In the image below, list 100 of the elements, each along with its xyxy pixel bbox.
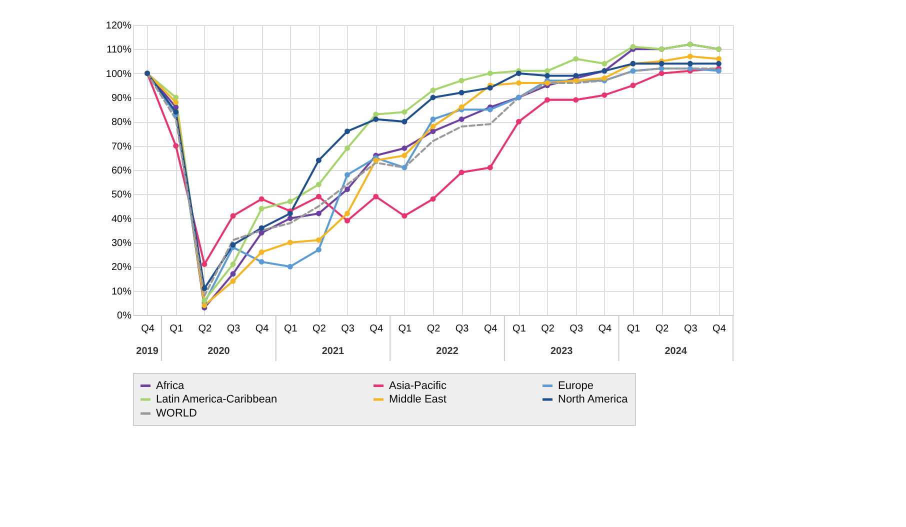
point [430,94,436,100]
point [430,124,436,130]
point [630,68,636,74]
point [258,249,264,255]
point [316,210,322,216]
x-tick-label: Q1 [170,324,184,334]
point [544,97,550,103]
point [173,104,179,110]
x-tick-label: Q3 [226,324,241,334]
x-tick-label: Q4 [484,324,498,334]
legend-label: Middle East [389,394,446,406]
point [658,60,664,66]
y-tick-label: 90% [111,93,132,104]
x-tick-label: Q3 [455,324,470,334]
point [344,186,350,192]
point [316,237,322,243]
point [687,54,693,60]
point [516,70,522,76]
point [516,118,522,124]
point [716,56,722,62]
x-tick-label: Q3 [341,324,355,334]
x-tick-label: Q4 [370,324,384,334]
point [573,97,579,103]
point [402,146,408,151]
point [402,152,408,158]
y-tick-label: 50% [111,190,132,201]
point [258,206,264,212]
x-tick-label: Q2 [198,324,212,334]
point [487,164,493,170]
point [316,194,322,200]
point [687,66,693,72]
point [573,56,579,62]
point [516,80,522,86]
text: 2022 [436,346,459,357]
x-tick-label: Q2 [426,324,441,334]
point [402,109,408,115]
point [430,196,436,202]
point [487,106,493,112]
y-tick-label: 40% [111,214,132,225]
point [544,73,550,78]
point [173,100,179,106]
point [344,210,350,216]
x-tick-label: Q2 [655,324,670,334]
x-tick-label: Q3 [684,324,698,334]
point [602,75,608,81]
legend-label: Africa [156,380,185,392]
legend-label: North America [558,394,629,406]
point [402,164,408,170]
text: 2024 [664,346,688,357]
point [287,210,293,216]
point [373,116,379,122]
point [487,70,493,76]
y-tick-label: 60% [111,166,132,176]
point [430,116,436,122]
legend-label: Latin America-Caribbean [156,394,278,406]
y-tick-label: 80% [111,117,132,128]
point [458,170,464,176]
point [716,60,722,66]
x-tick-label: Q4 [255,324,270,334]
x-tick-label: Q1 [626,324,641,334]
point [344,172,350,178]
point [287,216,293,222]
point [458,78,464,84]
point [373,112,379,118]
text: 2019 [136,346,159,357]
legend-label: WORLD [156,408,197,420]
x-tick-label: Q4 [712,324,726,334]
point [316,182,322,188]
point [373,194,379,200]
point [458,90,464,96]
point [344,218,350,224]
point [658,70,664,76]
point [173,109,179,115]
x-tick-label: Q4 [598,324,612,334]
point [202,262,208,267]
point [230,278,236,284]
point [202,298,208,304]
point [173,143,179,149]
point [344,146,350,151]
x-tick-label: Q1 [512,324,526,334]
point [630,44,636,50]
x-tick-label: Q2 [541,324,555,334]
point [344,128,350,134]
point [458,104,464,110]
point [287,264,293,270]
y-tick-label: 30% [111,238,132,249]
point [602,92,608,98]
point [230,262,236,267]
point [316,158,322,164]
text: 2023 [550,346,574,357]
y-tick-label: 10% [111,286,132,298]
x-tick-label: Q4 [141,324,155,334]
point [544,68,550,74]
y-tick-label: 0% [117,310,132,322]
point [402,213,408,219]
point [402,118,408,124]
point [287,240,293,246]
point [430,128,436,134]
y-tick-label: 120% [106,20,132,32]
point [716,68,722,74]
